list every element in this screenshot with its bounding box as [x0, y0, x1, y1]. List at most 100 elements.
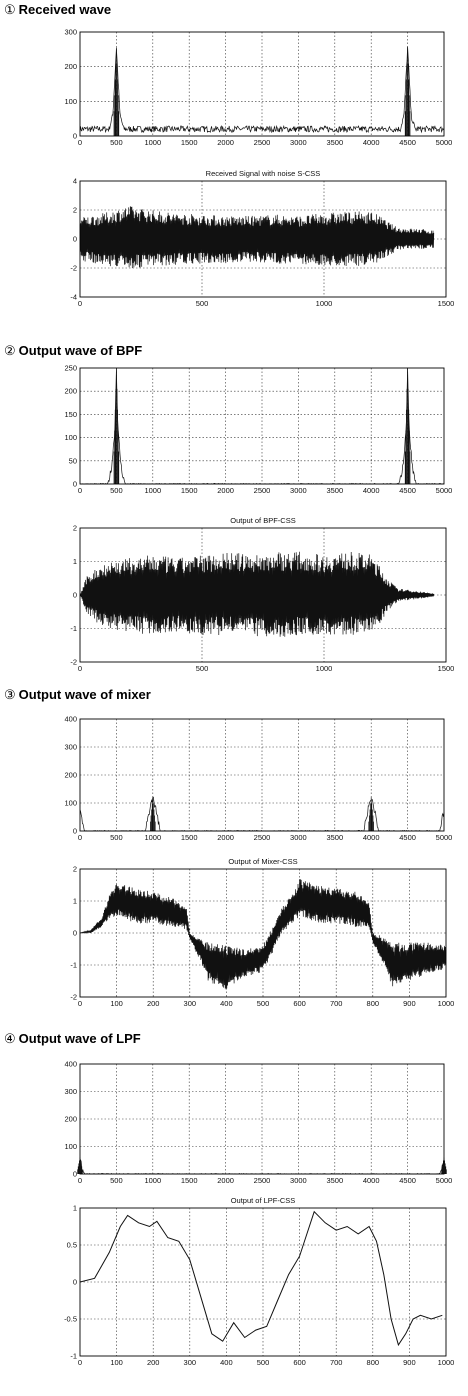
x-tick-label: 1000 — [438, 999, 455, 1008]
x-tick-label: 3500 — [326, 833, 343, 842]
x-tick-label: 1000 — [316, 299, 333, 308]
x-tick-label: 1000 — [144, 486, 161, 495]
x-tick-label: 5000 — [436, 1176, 453, 1185]
x-tick-label: 1500 — [181, 138, 198, 147]
y-tick-label: -0.5 — [64, 1315, 77, 1324]
x-tick-label: 3000 — [290, 833, 307, 842]
section-number-1: ① — [4, 2, 16, 17]
y-tick-label: 150 — [64, 410, 77, 419]
x-tick-label: 4500 — [399, 833, 416, 842]
x-tick-label: 0 — [78, 138, 82, 147]
y-tick-label: 50 — [69, 456, 77, 465]
y-tick-label: 0 — [73, 132, 77, 141]
y-tick-label: -1 — [70, 961, 77, 970]
section-label-3: Output wave of mixer — [18, 687, 151, 702]
y-tick-label: 0 — [73, 827, 77, 836]
x-tick-label: 700 — [330, 999, 343, 1008]
y-tick-label: 300 — [64, 1087, 77, 1096]
x-tick-label: 1500 — [181, 1176, 198, 1185]
y-tick-label: 1 — [73, 897, 77, 906]
x-tick-label: 300 — [184, 999, 197, 1008]
y-tick-label: -1 — [70, 624, 77, 633]
x-tick-label: 2500 — [254, 486, 271, 495]
x-tick-label: 200 — [147, 999, 160, 1008]
x-tick-label: 800 — [367, 999, 380, 1008]
y-tick-label: 400 — [64, 715, 77, 724]
x-tick-label: 100 — [110, 1358, 123, 1367]
x-tick-label: 3000 — [290, 486, 307, 495]
x-tick-label: 0 — [78, 1358, 82, 1367]
chart-title: Received Signal with noise S-CSS — [206, 169, 321, 178]
x-tick-label: 900 — [403, 1358, 416, 1367]
series-line — [79, 206, 435, 269]
x-tick-label: 700 — [330, 1358, 343, 1367]
series-line — [79, 1210, 443, 1347]
x-tick-label: 0 — [78, 299, 82, 308]
y-tick-label: 300 — [64, 743, 77, 752]
x-tick-label: 800 — [367, 1358, 380, 1367]
x-tick-label: 900 — [403, 999, 416, 1008]
section-label-1: Received wave — [18, 2, 112, 17]
x-tick-label: 3500 — [326, 1176, 343, 1185]
series-line — [79, 46, 445, 134]
x-tick-label: 4500 — [399, 486, 416, 495]
y-tick-label: -2 — [70, 264, 77, 273]
x-tick-label: 100 — [110, 999, 123, 1008]
grid-lines — [80, 869, 446, 997]
y-tick-label: 200 — [64, 387, 77, 396]
y-tick-label: 100 — [64, 97, 77, 106]
x-tick-label: 1000 — [144, 833, 161, 842]
y-tick-label: 0 — [73, 1278, 77, 1287]
plot-frame — [79, 1207, 447, 1357]
section-number-2: ② — [4, 343, 16, 358]
x-tick-label: 2000 — [217, 1176, 234, 1185]
section-label-2: Output wave of BPF — [18, 343, 143, 358]
y-tick-label: 250 — [64, 364, 77, 373]
plot-frame — [79, 367, 445, 485]
x-tick-label: 3500 — [326, 138, 343, 147]
section-number-3: ③ — [4, 687, 16, 702]
chart-title: Output of BPF-CSS — [230, 516, 295, 525]
y-tick-label: -2 — [70, 658, 77, 667]
chart-title: Output of LPF-CSS — [231, 1196, 296, 1205]
x-tick-label: 4000 — [363, 138, 380, 147]
x-tick-label: 4000 — [363, 1176, 380, 1185]
lpf-spectrum-chart: 0 500 1000 1500 2000 2500 3000 3500 4000 4500 5000… — [64, 1060, 453, 1186]
y-tick-label: 2 — [73, 524, 77, 533]
chart-title: Output of Mixer-CSS — [228, 857, 297, 866]
y-tick-label: 0 — [73, 480, 77, 489]
grid-lines — [80, 1064, 444, 1174]
x-tick-label: 500 — [257, 999, 270, 1008]
series-line — [79, 551, 435, 637]
bpf-time-chart: 0 500 1000 1500 -2 -1 0 1 2 Output of BPF-CSS — [70, 516, 454, 673]
grid-lines — [80, 32, 444, 136]
x-tick-label: 3000 — [290, 1176, 307, 1185]
x-tick-label: 5000 — [436, 486, 453, 495]
x-tick-label: 1000 — [144, 1176, 161, 1185]
y-tick-label: 1 — [73, 557, 77, 566]
y-tick-label: 400 — [64, 1060, 77, 1069]
y-tick-label: 0.5 — [67, 1241, 77, 1250]
x-tick-label: 3500 — [326, 486, 343, 495]
x-tick-label: 600 — [293, 1358, 306, 1367]
x-tick-label: 4500 — [399, 1176, 416, 1185]
x-tick-label: 300 — [184, 1358, 197, 1367]
mixer-time-chart: 0 100 200 300 400 500 600 700 800 900 1000 -2 -1 0 1 2 O… — [70, 857, 455, 1008]
x-tick-label: 1000 — [316, 664, 333, 673]
x-tick-label: 0 — [78, 833, 82, 842]
series-line — [80, 879, 447, 990]
x-tick-label: 0 — [78, 1176, 82, 1185]
x-tick-label: 500 — [110, 138, 123, 147]
bpf-spectrum-chart: 0 500 1000 1500 2000 2500 3000 3500 4000 4500 5000… — [64, 364, 453, 496]
section-title-1: ① Received wave — [4, 2, 111, 18]
x-tick-label: 500 — [196, 299, 209, 308]
x-tick-label: 1000 — [438, 1358, 455, 1367]
x-tick-label: 4000 — [363, 833, 380, 842]
received-time-chart: 0 500 1000 1500 -4 -2 0 2 4 Received Signal with … — [70, 169, 454, 308]
section-label-4: Output wave of LPF — [18, 1031, 141, 1046]
x-tick-label: 2500 — [254, 1176, 271, 1185]
y-tick-label: 1 — [73, 1204, 77, 1213]
x-tick-label: 0 — [78, 999, 82, 1008]
x-tick-label: 5000 — [436, 138, 453, 147]
x-tick-label: 400 — [220, 999, 233, 1008]
